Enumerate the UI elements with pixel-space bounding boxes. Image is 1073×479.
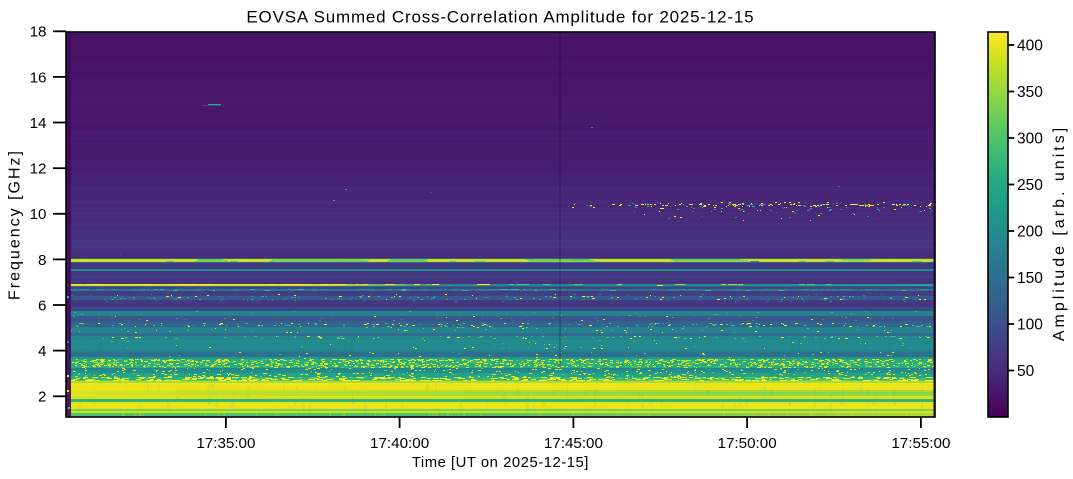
svg-text:2: 2	[38, 389, 46, 406]
svg-text:17:45:00: 17:45:00	[544, 435, 603, 452]
svg-text:4: 4	[38, 343, 46, 360]
svg-text:10: 10	[30, 206, 47, 223]
svg-text:Time [UT on 2025-12-15]: Time [UT on 2025-12-15]	[412, 455, 589, 471]
svg-text:18: 18	[30, 24, 47, 41]
svg-text:Frequency [GHz]: Frequency [GHz]	[7, 149, 24, 300]
svg-text:EOVSA Summed Cross-Correlation: EOVSA Summed Cross-Correlation Amplitude…	[246, 8, 754, 27]
svg-text:17:50:00: 17:50:00	[718, 435, 777, 452]
svg-text:400: 400	[1017, 37, 1043, 54]
svg-text:17:35:00: 17:35:00	[196, 435, 255, 452]
svg-text:350: 350	[1017, 84, 1043, 101]
svg-text:250: 250	[1017, 177, 1043, 194]
svg-text:17:40:00: 17:40:00	[370, 435, 429, 452]
svg-text:50: 50	[1017, 363, 1035, 380]
svg-text:16: 16	[30, 69, 47, 86]
svg-text:200: 200	[1017, 223, 1043, 240]
svg-text:17:55:00: 17:55:00	[891, 435, 950, 452]
svg-text:14: 14	[30, 115, 47, 132]
svg-text:100: 100	[1017, 316, 1043, 333]
svg-text:6: 6	[38, 297, 46, 314]
svg-text:12: 12	[30, 161, 47, 178]
svg-text:Amplitude [arb. units]: Amplitude [arb. units]	[1051, 125, 1068, 341]
svg-text:8: 8	[38, 252, 46, 269]
svg-text:300: 300	[1017, 130, 1043, 147]
svg-text:150: 150	[1017, 270, 1043, 287]
